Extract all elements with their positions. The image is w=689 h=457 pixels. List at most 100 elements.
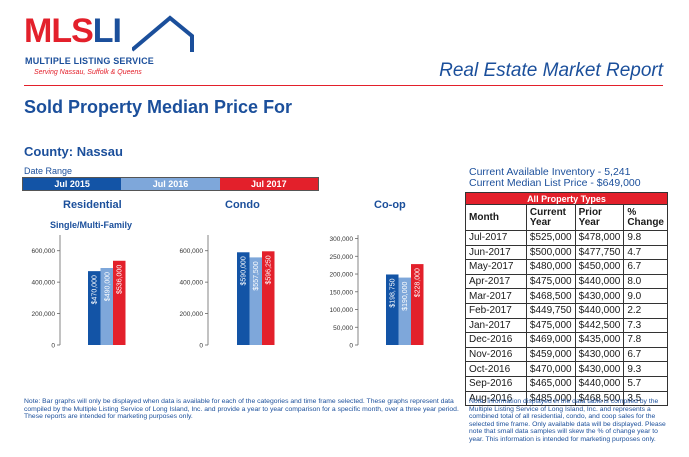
condo-y-tick-label: 0 <box>199 343 203 350</box>
coop-y-tick-label: 300,000 <box>330 236 354 243</box>
table-group-header: All Property Types <box>465 192 668 205</box>
coop-y-tick-label: 100,000 <box>330 307 354 314</box>
condo-bar-value-label: $557,500 <box>253 261 260 290</box>
page-title: Sold Property Median Price For <box>24 97 293 117</box>
condo-bar-value-label: $596,250 <box>266 255 273 284</box>
coop-y-tick-label: 50,000 <box>333 325 353 332</box>
cell-prior-year: $435,000 <box>574 332 625 348</box>
table-row: Sep-2016 $465,000 $440,000 5.7 <box>465 375 668 392</box>
cell-pct-change: 6.7 <box>623 259 668 275</box>
cell-pct-change: 5.7 <box>623 375 668 392</box>
date-range-2017: Jul 2017 <box>219 178 318 190</box>
table-row: Dec-2016 $469,000 $435,000 7.8 <box>465 332 668 348</box>
cell-prior-year: $430,000 <box>574 288 625 304</box>
condo-bar-jul-2015 <box>237 252 250 345</box>
cell-pct-change: 6.7 <box>623 346 668 363</box>
cell-prior-year: $468,500 <box>574 390 625 407</box>
date-range-legend: Jul 2015 Jul 2016 Jul 2017 <box>22 177 319 191</box>
cell-pct-change: 9.3 <box>623 361 668 377</box>
cell-prior-year: $430,000 <box>574 346 625 363</box>
available-inventory: Current Available Inventory - 5,241 <box>469 166 631 178</box>
residential-y-tick-label: 0 <box>51 343 55 350</box>
inventory-summary: Current Available Inventory - 5,241 Curr… <box>469 167 641 189</box>
coop-bar-jul-2016 <box>398 277 411 345</box>
coop-y-tick-label: 200,000 <box>330 272 354 279</box>
coop-bar-jul-2015 <box>386 274 399 345</box>
col-header-month: Month <box>465 204 527 231</box>
report-title: Real Estate Market Report <box>439 60 663 81</box>
logo-mls-text: MLS <box>24 12 94 50</box>
cell-current-year: $470,000 <box>525 361 576 377</box>
residential-bar-jul-2016 <box>100 268 113 345</box>
residential-chart-title: Residential <box>63 199 122 211</box>
condo-y-tick-label: 600,000 <box>180 248 204 255</box>
cell-pct-change: 7.8 <box>623 332 668 348</box>
col-header-current-year: Current Year <box>525 204 576 231</box>
cell-prior-year: $440,000 <box>574 302 625 319</box>
table-row: Mar-2017 $468,500 $430,000 9.0 <box>465 288 668 304</box>
cell-month: May-2017 <box>465 259 527 275</box>
residential-y-tick-label: 400,000 <box>32 280 56 287</box>
cell-month: Apr-2017 <box>465 273 527 290</box>
logo-li-text: LI <box>92 12 122 50</box>
residential-bar-jul-2017 <box>113 260 126 345</box>
condo-bar-jul-2017 <box>262 251 275 345</box>
cell-prior-year: $430,000 <box>574 361 625 377</box>
table-row: Aug-2016 $485,000 $468,500 3.5 <box>465 390 668 407</box>
coop-y-tick-label: 250,000 <box>330 254 354 261</box>
cell-current-year: $480,000 <box>525 259 576 275</box>
cell-month: Jul-2017 <box>465 230 527 246</box>
county-label: County: Nassau <box>24 144 123 159</box>
table-row: May-2017 $480,000 $450,000 6.7 <box>465 259 668 275</box>
residential-y-tick-label: 600,000 <box>32 248 56 255</box>
coop-chart-title: Co-op <box>374 199 406 211</box>
condo-bar-value-label: $590,000 <box>241 256 248 285</box>
cell-month: Jun-2017 <box>465 244 527 261</box>
coop-y-tick-label: 150,000 <box>330 289 354 296</box>
cell-prior-year: $440,000 <box>574 273 625 290</box>
table-row: Jan-2017 $475,000 $442,500 7.3 <box>465 317 668 334</box>
cell-current-year: $525,000 <box>525 230 576 246</box>
cell-month: Feb-2017 <box>465 302 527 319</box>
residential-chart-subtitle: Single/Multi-Family <box>50 220 133 230</box>
table-row: Feb-2017 $449,750 $440,000 2.2 <box>465 302 668 319</box>
residential-bar-value-label: $536,000 <box>117 265 124 294</box>
cell-month: Sep-2016 <box>465 375 527 392</box>
mls-logo: MLSLI MULTIPLE LISTING SERVICE Serving N… <box>24 10 194 82</box>
cell-current-year: $449,750 <box>525 302 576 319</box>
cell-current-year: $475,000 <box>525 273 576 290</box>
coop-y-tick-label: 0 <box>349 343 353 350</box>
residential-bar-jul-2015 <box>88 271 101 345</box>
cell-pct-change: 4.7 <box>623 244 668 261</box>
cell-pct-change: 3.5 <box>623 390 668 407</box>
table-row: Nov-2016 $459,000 $430,000 6.7 <box>465 346 668 363</box>
cell-month: Oct-2016 <box>465 361 527 377</box>
table-row: Apr-2017 $475,000 $440,000 8.0 <box>465 273 668 290</box>
cell-month: Jan-2017 <box>465 317 527 334</box>
table-row: Oct-2016 $470,000 $430,000 9.3 <box>465 361 668 377</box>
table-row: Jun-2017 $500,000 $477,750 4.7 <box>465 244 668 261</box>
cell-month: Mar-2017 <box>465 288 527 304</box>
logo-service-name: MULTIPLE LISTING SERVICE <box>25 56 154 66</box>
cell-current-year: $469,000 <box>525 332 576 348</box>
cell-pct-change: 7.3 <box>623 317 668 334</box>
cell-pct-change: 2.2 <box>623 302 668 319</box>
residential-y-tick-label: 200,000 <box>32 311 56 318</box>
cell-pct-change: 9.0 <box>623 288 668 304</box>
cell-pct-change: 9.8 <box>623 230 668 246</box>
house-roof-icon <box>132 15 194 52</box>
logo-tagline: Serving Nassau, Suffolk & Queens <box>34 69 142 76</box>
chart-note: Note: Bar graphs will only be displayed … <box>24 398 459 421</box>
col-header-pct-change: % Change <box>623 204 668 231</box>
cell-prior-year: $450,000 <box>574 259 625 275</box>
date-range-label: Date Range <box>24 166 73 176</box>
cell-current-year: $468,500 <box>525 288 576 304</box>
condo-y-tick-label: 200,000 <box>180 311 204 318</box>
date-range-2016: Jul 2016 <box>121 178 220 190</box>
coop-bar-value-label: $190,000 <box>402 281 409 310</box>
cell-current-year: $500,000 <box>525 244 576 261</box>
residential-bar-value-label: $490,000 <box>104 272 111 301</box>
cell-pct-change: 8.0 <box>623 273 668 290</box>
condo-y-tick-label: 400,000 <box>180 280 204 287</box>
